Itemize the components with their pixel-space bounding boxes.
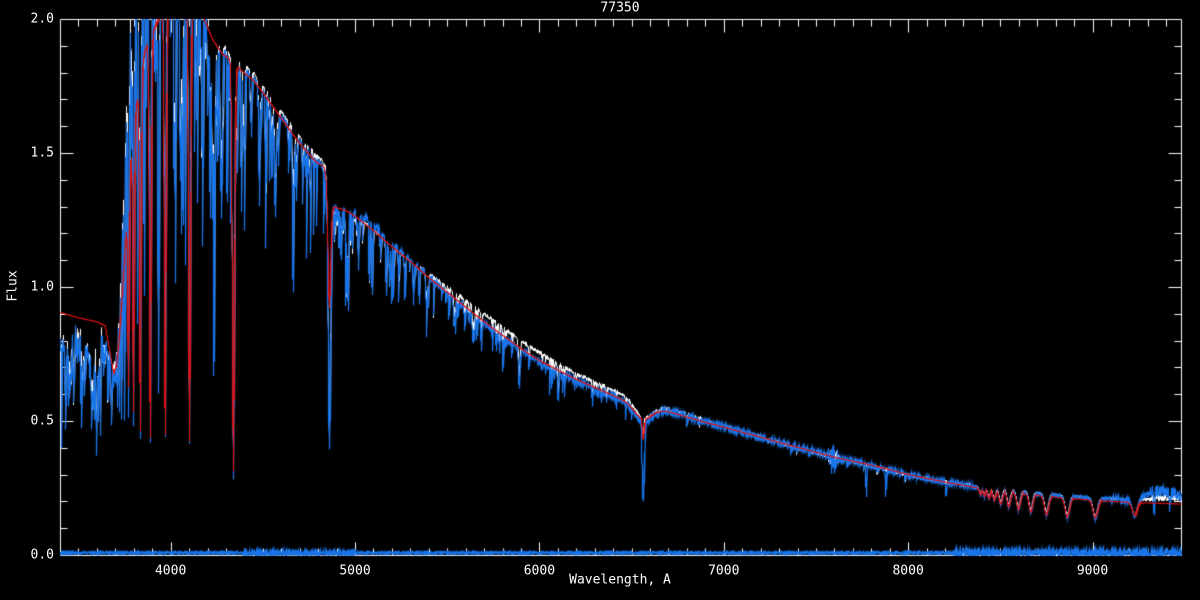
plot-title: 77350 [600, 0, 640, 16]
y-axis-label: Flux [5, 270, 21, 302]
y-tick-label: 1.0 [30, 279, 54, 295]
x-tick-label: 9000 [1076, 563, 1109, 579]
x-axis-label: Wavelength, A [569, 572, 671, 588]
x-tick-label: 7000 [708, 563, 740, 579]
x-tick-label: 5000 [339, 563, 371, 579]
y-tick-label: 1.5 [30, 145, 54, 161]
y-tick-label: 0.0 [30, 547, 54, 563]
x-tick-label: 8000 [892, 563, 924, 579]
y-tick-label: 2.0 [30, 11, 54, 27]
x-tick-label: 6000 [523, 563, 556, 579]
x-tick-label: 4000 [154, 563, 187, 579]
y-tick-label: 0.5 [30, 413, 54, 429]
